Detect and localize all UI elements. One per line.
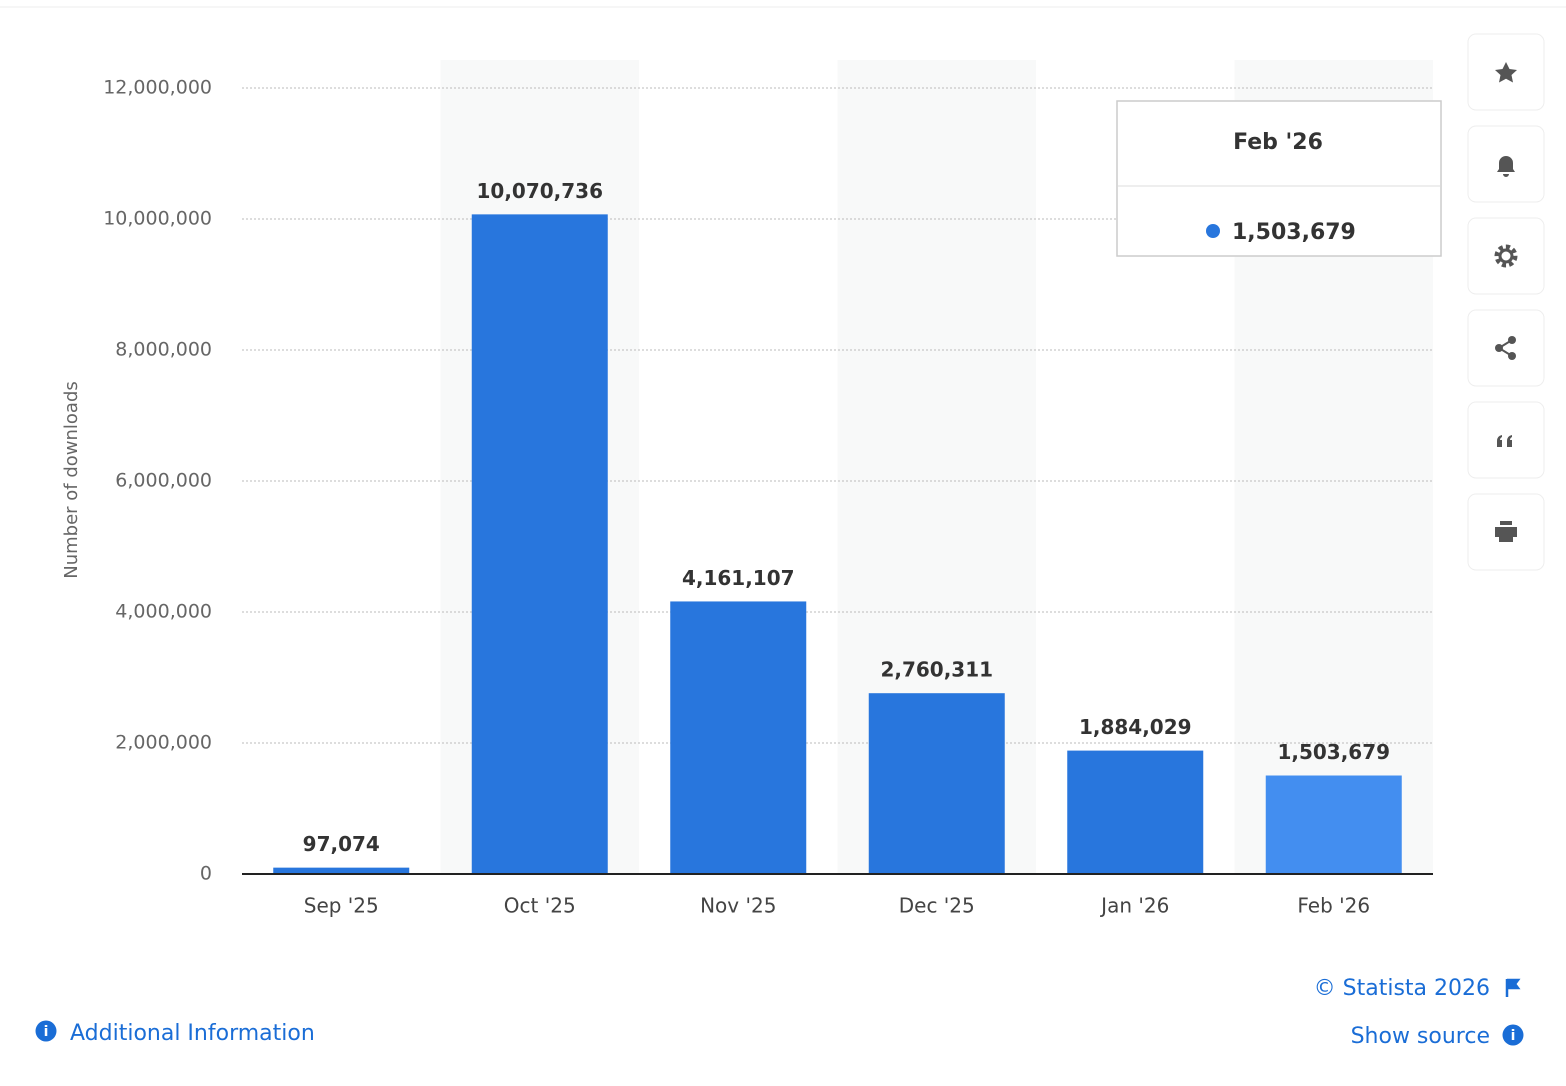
share-icon[interactable] [1497,339,1513,357]
tooltip-value: 1,503,679 [1232,220,1356,245]
button-bg[interactable] [1467,217,1545,295]
y-tick-label: 0 [200,863,212,885]
info-icon-glyph: i [1511,1028,1516,1044]
x-tick-label: Dec '25 [899,894,975,918]
plot: 0 2,000,000 4,000,000 6,000,000 8,000,000 10,… [103,77,1433,918]
x-tick-label: Sep '25 [304,894,379,918]
alert-button[interactable] [1467,125,1545,203]
value-label: 1,503,679 [1277,740,1390,764]
gear-icon[interactable] [1494,244,1518,268]
x-tick-label: Nov '25 [700,894,776,918]
favorite-button[interactable] [1467,33,1545,111]
footer: © Statista 2026 Show source i i Addition… [35,976,1524,1049]
y-tick-label: 4,000,000 [115,601,212,623]
bar [1265,775,1402,874]
bands [440,60,1433,874]
quote-icon[interactable] [1497,435,1512,447]
y-tick-label: 2,000,000 [115,732,212,754]
button-bg[interactable] [1467,401,1545,479]
additional-information[interactable]: Additional Information [70,1021,315,1046]
bar [670,601,807,874]
tooltip-dot [1206,224,1220,238]
cite-button[interactable] [1467,401,1545,479]
y-tick-label: 12,000,000 [103,77,212,99]
printer-icon[interactable] [1495,521,1517,542]
copyright[interactable]: © Statista 2026 [1314,976,1490,1001]
y-tick-label: 10,000,000 [103,208,212,230]
y-tick-label: 6,000,000 [115,470,212,492]
info-icon[interactable] [1502,1024,1524,1046]
share-button[interactable] [1467,309,1545,387]
x-tick-label: Jan '26 [1099,894,1169,918]
value-label: 2,760,311 [880,658,993,682]
info-icon-glyph: i [44,1024,49,1040]
bar [273,867,410,874]
x-tick-label: Feb '26 [1297,894,1370,918]
tooltip: Feb '26 1,503,679 [1116,100,1442,257]
info-icon[interactable] [35,1020,57,1042]
settings-button[interactable] [1467,217,1545,295]
button-bg[interactable] [1467,309,1545,387]
y-tick-label: 8,000,000 [115,339,212,361]
value-label: 1,884,029 [1079,715,1192,739]
bar [471,214,608,874]
print-button[interactable] [1467,493,1545,571]
flag-icon[interactable] [1505,978,1521,997]
value-label: 10,070,736 [476,179,603,203]
toolbar [1467,33,1545,571]
value-label: 97,074 [303,832,380,856]
bar [868,693,1005,874]
show-source[interactable]: Show source [1351,1024,1490,1049]
gear-icon[interactable] [1498,248,1514,264]
value-label: 4,161,107 [682,566,795,590]
x-tick-label: Oct '25 [504,894,576,918]
bell-icon[interactable] [1497,156,1515,177]
y-axis-label: Number of downloads [61,381,82,579]
tooltip-box [1116,100,1442,257]
tooltip-title: Feb '26 [1233,130,1323,155]
bar [1067,750,1204,874]
star-icon[interactable] [1495,62,1517,83]
